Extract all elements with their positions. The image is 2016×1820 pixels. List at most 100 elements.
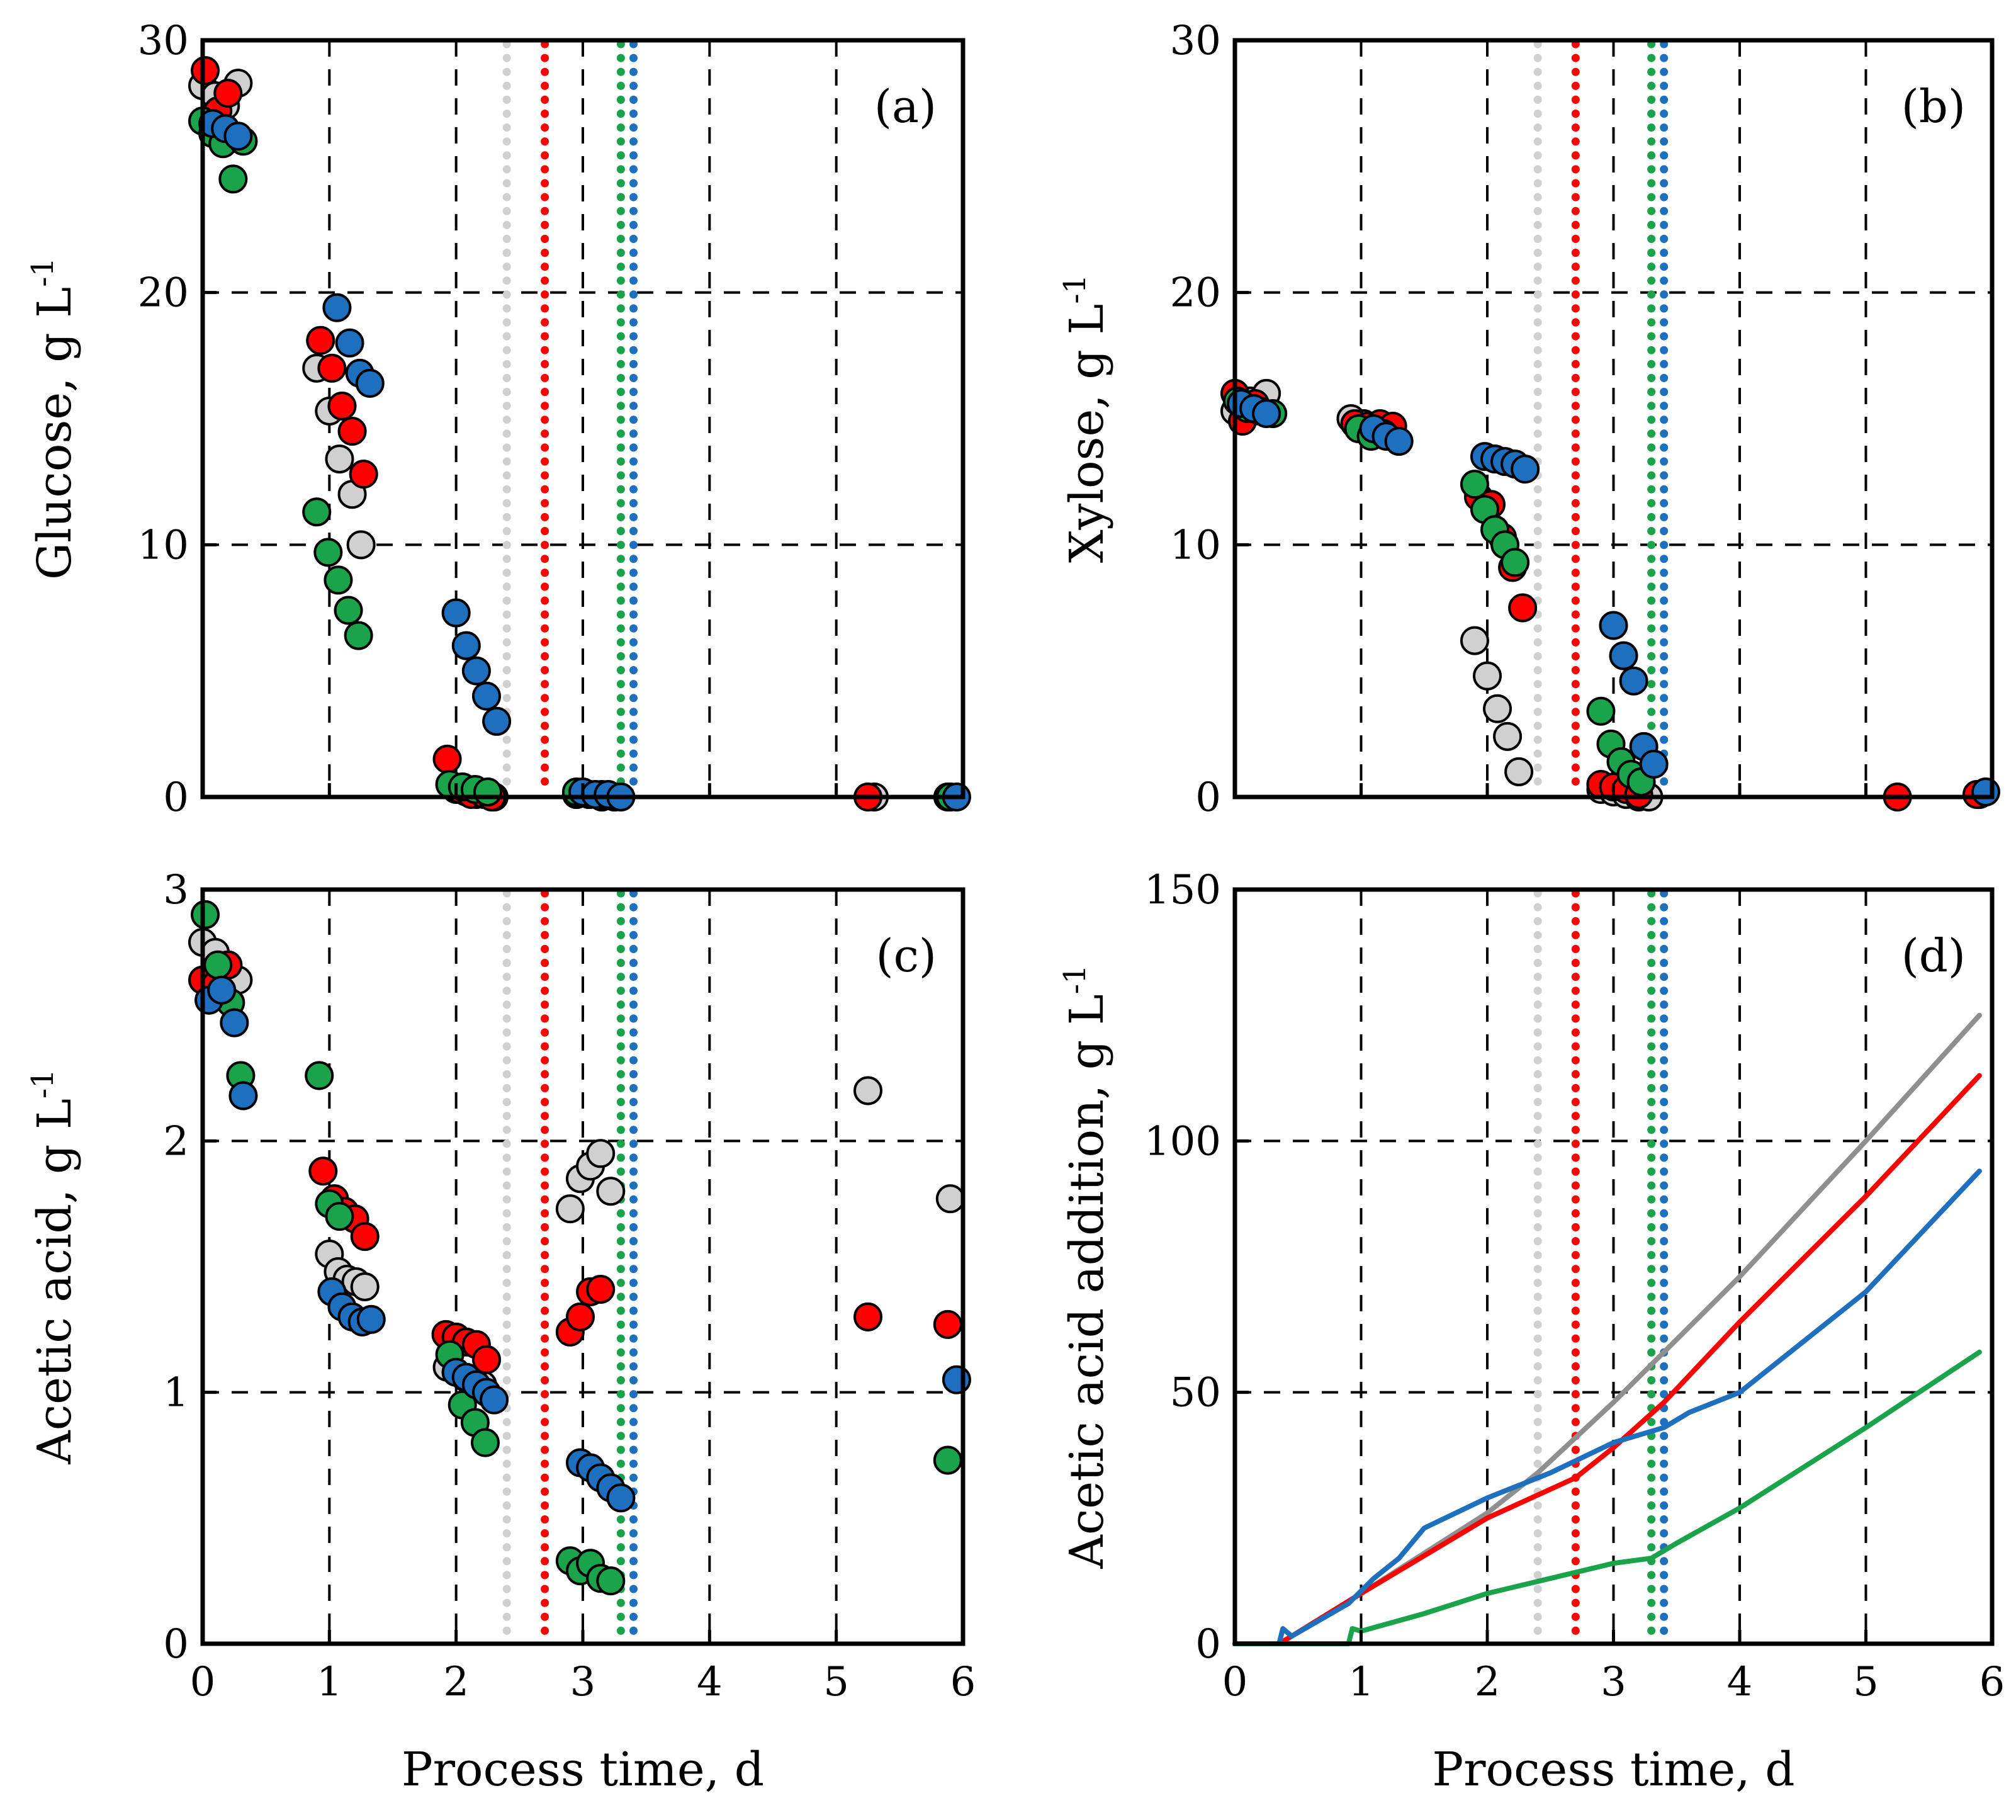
y-tick-label: 3 (163, 867, 189, 913)
point-blue (1384, 427, 1414, 456)
point-red (432, 744, 462, 774)
x-tick-label: 3 (1601, 1659, 1626, 1705)
y-tick-label: 30 (1170, 18, 1221, 64)
point-green (302, 497, 332, 527)
panel-d-ylabel-sup: -1 (1057, 964, 1093, 994)
panel-a-ylabel: Glucose, g L-1 (25, 257, 82, 580)
point-red (308, 1156, 338, 1186)
panel-b-ylabel-text: Xylose, g L (1060, 304, 1114, 563)
panel-a-ylabel-sup: -1 (25, 257, 60, 287)
y-tick-label: 1 (163, 1370, 189, 1416)
point-red (853, 1302, 882, 1331)
point-red (191, 56, 220, 86)
point-red (565, 1302, 595, 1331)
point-gray (1504, 757, 1534, 786)
x-tick-label: 1 (1348, 1659, 1374, 1705)
series-line-red (1232, 1073, 1982, 1646)
point-green (1501, 548, 1530, 577)
y-tick-label: 20 (1170, 270, 1221, 317)
panel-c: 0 1 2 3 4 5 6 0 1 2 3 (c) Acetic acid, g L-1 Proce… (25, 867, 976, 1797)
point-blue (441, 598, 471, 628)
point-red (213, 79, 243, 108)
y-tick-label: 150 (1144, 867, 1221, 913)
point-green (344, 621, 373, 650)
y-tick-label: 10 (138, 522, 189, 568)
y-tick-label: 50 (1170, 1370, 1221, 1416)
x-tick-label: 4 (697, 1659, 723, 1705)
point-green (218, 164, 248, 194)
point-green (1460, 470, 1489, 499)
point-blue (356, 1304, 386, 1334)
point-gray (1493, 721, 1523, 751)
point-gray (1473, 661, 1502, 691)
x-tick-label: 2 (1475, 1659, 1501, 1705)
panel-d-label: (d) (1901, 929, 1966, 982)
point-red (349, 460, 378, 489)
point-blue (480, 1385, 509, 1415)
point-green (596, 1566, 626, 1596)
point-blue (451, 631, 481, 660)
point-red (933, 1309, 962, 1339)
x-tick-label: 5 (823, 1659, 849, 1705)
point-green (473, 777, 502, 806)
point-red (586, 1274, 616, 1304)
panel-c-label: (c) (876, 929, 937, 982)
point-green (933, 1445, 962, 1475)
panel-d: 0 1 2 3 4 5 6 0 50 100 150 (d) Acetic acid additio… (1057, 867, 2005, 1797)
point-green (1586, 696, 1616, 726)
panel-c-ylabel: Acetic acid, g L-1 (25, 1069, 82, 1465)
point-blue (1619, 666, 1648, 696)
point-green (191, 900, 220, 929)
y-tick-label: 30 (138, 18, 189, 64)
point-blue (355, 368, 385, 398)
point-red (350, 1222, 380, 1252)
point-green (203, 950, 233, 980)
point-blue (1599, 611, 1628, 640)
panel-a-label: (a) (874, 80, 937, 133)
x-tick-label: 6 (950, 1659, 976, 1705)
point-blue (223, 122, 253, 151)
point-gray (596, 1177, 626, 1206)
point-red (306, 325, 335, 355)
series-line-green (1232, 1349, 1982, 1646)
panel-d-ylabel: Acetic acid addition, g L-1 (1057, 964, 1114, 1569)
point-blue (1971, 777, 2000, 806)
panel-b-ylabel-sup: -1 (1057, 274, 1093, 304)
y-tick-label: 100 (1144, 1118, 1221, 1165)
point-green (334, 596, 363, 625)
point-green (470, 1428, 500, 1457)
point-blue (207, 975, 237, 1005)
panel-c-ylabel-sup: -1 (25, 1069, 60, 1099)
x-tick-label: 3 (570, 1659, 596, 1705)
point-gray (346, 530, 376, 560)
point-red (471, 1345, 501, 1374)
panel-b-label: (b) (1901, 80, 1966, 133)
panel-c-xlabel: Process time, d (402, 1743, 764, 1797)
x-tick-label: 0 (190, 1659, 216, 1705)
point-blue (606, 1483, 636, 1513)
x-tick-label: 4 (1727, 1659, 1753, 1705)
point-gray (586, 1139, 616, 1168)
point-gray (350, 1272, 380, 1301)
point-blue (1609, 641, 1638, 670)
point-green (313, 538, 343, 567)
y-tick-label: 0 (1195, 774, 1221, 821)
y-tick-label: 0 (163, 1621, 189, 1668)
point-green (305, 1061, 334, 1090)
panel-d-ylabel-text: Acetic acid addition, g L (1060, 994, 1114, 1569)
point-blue (1252, 398, 1281, 428)
y-tick-label: 0 (1195, 1621, 1221, 1668)
x-tick-label: 6 (1979, 1659, 2005, 1705)
point-gray (853, 1076, 882, 1105)
point-blue (322, 293, 352, 322)
point-blue (228, 1081, 258, 1111)
point-blue (942, 1365, 971, 1394)
point-green (325, 1202, 354, 1231)
panel-d-xlabel: Process time, d (1432, 1743, 1794, 1797)
x-tick-label: 0 (1222, 1659, 1248, 1705)
point-blue (471, 681, 501, 711)
point-gray (1460, 626, 1489, 655)
point-gray (325, 444, 354, 474)
